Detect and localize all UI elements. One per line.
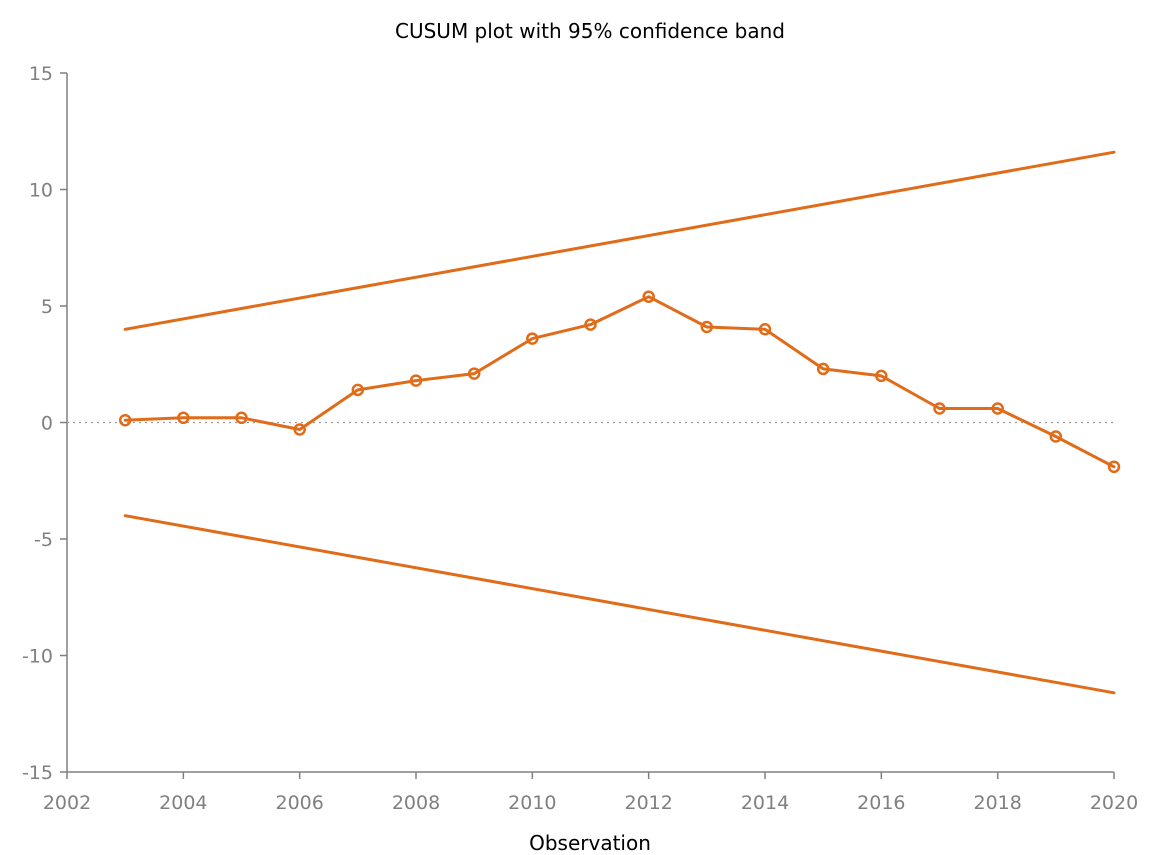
cusum-series-line xyxy=(123,295,1116,469)
x-tick-label: 2016 xyxy=(857,792,905,814)
lower-band-line xyxy=(123,514,1116,695)
x-tick-label: 2008 xyxy=(392,792,440,814)
ticks: 15 10 5 0 -5 -10 -15 2002 2004 2006 2008 2010 2012 20… xyxy=(22,63,1138,814)
x-tick-label: 2002 xyxy=(43,792,91,814)
cusum-point xyxy=(758,323,772,336)
y-tick-label: -10 xyxy=(22,646,53,668)
cusum-point xyxy=(875,369,888,383)
x-tick-label: 2020 xyxy=(1090,792,1138,814)
cusum-point xyxy=(933,402,946,415)
cusum-point xyxy=(177,411,190,425)
cusum-point xyxy=(700,320,714,334)
x-tick-label: 2018 xyxy=(973,792,1021,814)
cusum-point xyxy=(293,423,306,436)
cusum-point xyxy=(584,318,597,331)
cusum-point xyxy=(1107,460,1121,474)
x-tick-label: 2012 xyxy=(624,792,672,814)
x-tick-label: 2006 xyxy=(275,792,323,814)
cusum-point xyxy=(642,290,655,303)
cusum-point xyxy=(235,411,248,425)
cusum-point xyxy=(1049,430,1063,443)
cusum-point xyxy=(409,374,423,387)
chart-title: CUSUM plot with 95% confidence band xyxy=(395,19,785,43)
upper-band-line xyxy=(123,150,1116,331)
cusum-point xyxy=(467,367,481,380)
cusum-point xyxy=(991,402,1004,415)
y-tick-label: 5 xyxy=(41,296,53,318)
x-tick-label: 2010 xyxy=(508,792,556,814)
y-tick-label: 15 xyxy=(29,63,53,85)
cusum-point xyxy=(526,332,539,345)
y-tick-label: -15 xyxy=(22,762,53,784)
y-tick-label: -5 xyxy=(34,529,53,551)
y-tick-label: 10 xyxy=(29,180,53,202)
x-tick-label: 2004 xyxy=(159,792,207,814)
x-axis-label: Observation xyxy=(529,831,651,855)
x-tick-label: 2014 xyxy=(741,792,789,814)
cusum-point xyxy=(351,383,365,397)
y-tick-label: 0 xyxy=(41,413,53,435)
series-group xyxy=(118,150,1121,695)
cusum-point xyxy=(816,362,830,376)
cusum-point xyxy=(118,413,132,427)
